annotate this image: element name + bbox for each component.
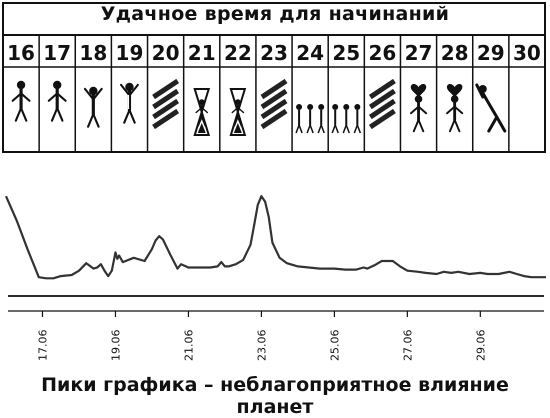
handshake-figures-icon (47, 80, 67, 122)
hourglass-figures-icon (229, 88, 247, 136)
day-number: 22 (224, 41, 252, 65)
x-tick-label: 21.06 (182, 330, 195, 362)
x-tick-label: 17.06 (36, 330, 49, 362)
x-tick-label: 23.06 (255, 330, 268, 362)
referee-figure-icon (120, 82, 139, 124)
day-number: 17 (43, 41, 71, 65)
day-number: 25 (332, 41, 360, 65)
calendar-frame (2, 2, 546, 153)
day-number: 30 (513, 41, 541, 65)
day-number: 27 (405, 41, 433, 65)
calendar-grid: 16 17 18 19 20 21 22 23 24 25 26 27 28 29 30 (2, 2, 546, 153)
day-number: 29 (477, 41, 505, 65)
day-number: 21 (188, 41, 216, 65)
x-tick-label: 29.06 (474, 330, 487, 362)
day-number: 26 (368, 41, 396, 65)
hatched-unfavorable-icon (260, 78, 288, 130)
x-tick-label: 25.06 (328, 330, 341, 362)
hatched-unfavorable-icon (152, 78, 180, 130)
series-line (4, 195, 546, 280)
day-number: 16 (7, 41, 35, 65)
x-tick-label: 19.06 (109, 330, 122, 362)
day-number: 28 (441, 41, 469, 65)
group-of-figures-icon (331, 104, 362, 134)
day-number: 18 (79, 41, 107, 65)
hourglass-figures-icon (193, 88, 211, 136)
group-of-figures-icon (295, 104, 325, 134)
day-number: 24 (296, 41, 324, 65)
stretching-figure-icon (475, 83, 507, 133)
day-number: 20 (152, 41, 180, 65)
hatched-unfavorable-icon (368, 78, 396, 130)
chart-caption: Пики графика – неблагоприятное влияние п… (41, 374, 509, 418)
day-number: 23 (260, 41, 288, 65)
cheering-figure-icon (83, 86, 103, 128)
line-chart: 17.06 19.06 21.06 23.06 25.06 27.06 29.06 (4, 195, 546, 362)
couple-with-heart-icon (409, 84, 428, 133)
chart-title: Удачное время для начинаний (100, 3, 450, 25)
couple-with-heart-icon (446, 84, 464, 133)
handshake-figures-icon (11, 80, 31, 122)
day-number: 19 (116, 41, 144, 65)
stage: 16 17 18 19 20 21 22 23 24 25 26 27 28 29 30 17.06 19.0… (2, 2, 546, 362)
x-tick-label: 27.06 (401, 330, 414, 362)
